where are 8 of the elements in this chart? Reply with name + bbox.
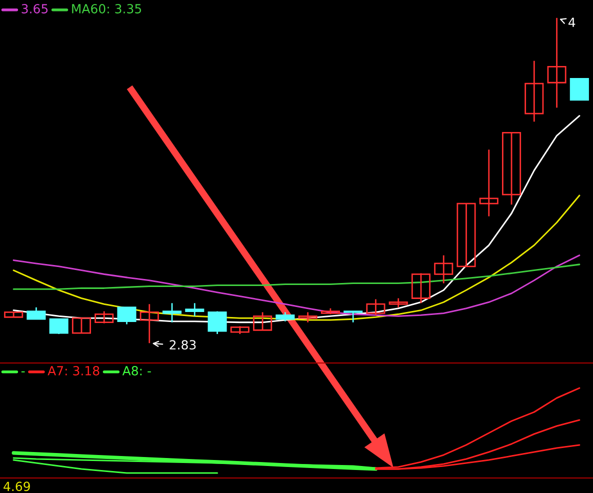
annotation: 4 bbox=[568, 18, 576, 27]
legend-label: 3.65 bbox=[22, 4, 48, 14]
annotation: 2.83 bbox=[170, 340, 196, 350]
legend-label: MA60: 3.35 bbox=[72, 4, 142, 14]
legend-label: A8: - bbox=[122, 366, 151, 376]
legend-label: A7: 3.18 bbox=[48, 366, 100, 376]
text: 4.69 bbox=[4, 482, 30, 492]
legend-label: - bbox=[21, 371, 25, 372]
